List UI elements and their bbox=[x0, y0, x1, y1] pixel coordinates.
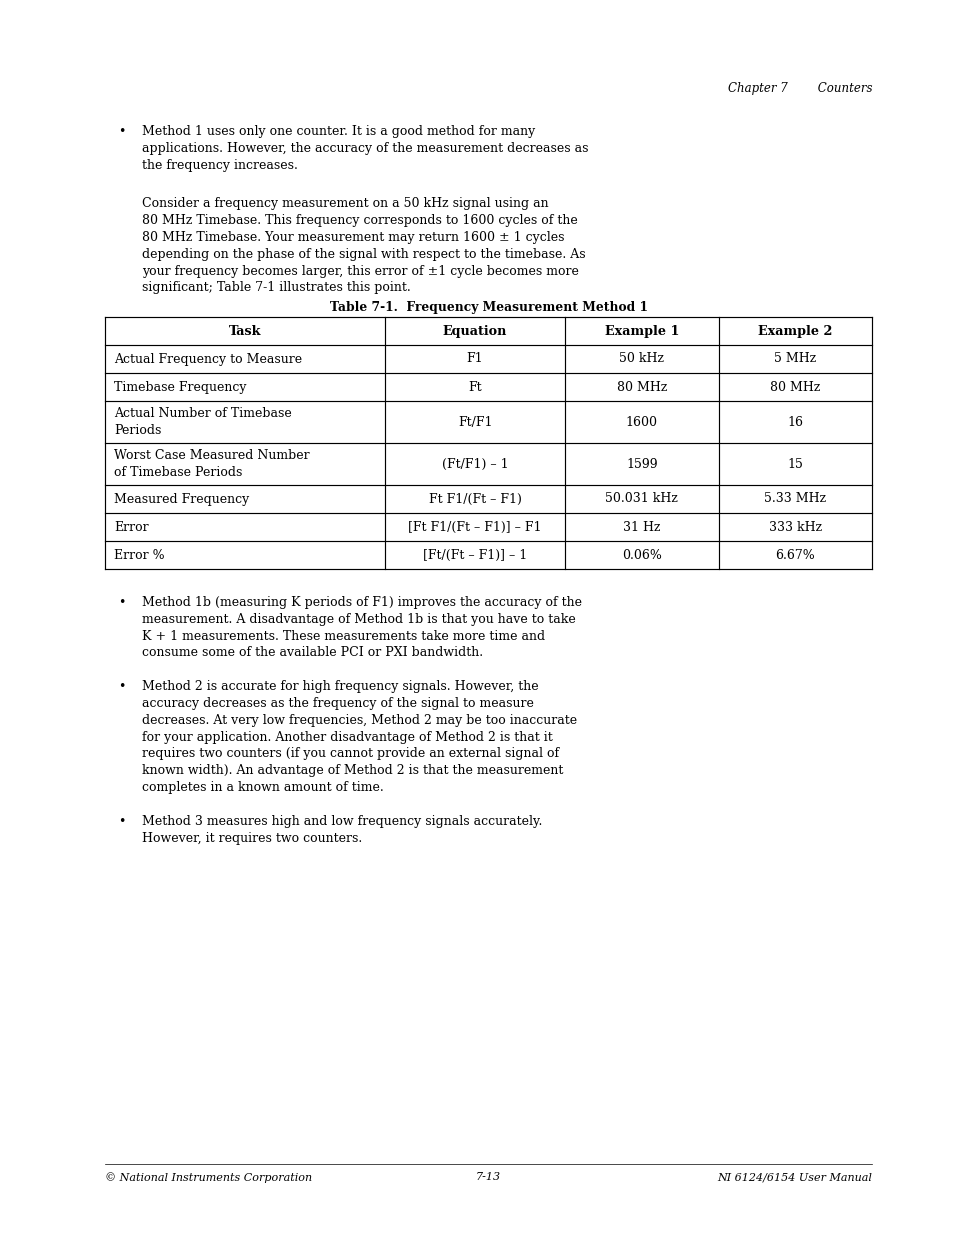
Text: Measured Frequency: Measured Frequency bbox=[113, 493, 249, 505]
Text: Method 2 is accurate for high frequency signals. However, the: Method 2 is accurate for high frequency … bbox=[142, 680, 538, 693]
Text: Example 2: Example 2 bbox=[758, 325, 832, 337]
Text: decreases. At very low frequencies, Method 2 may be too inaccurate: decreases. At very low frequencies, Meth… bbox=[142, 714, 577, 727]
Text: 31 Hz: 31 Hz bbox=[622, 520, 660, 534]
Text: 80 MHz: 80 MHz bbox=[769, 380, 820, 394]
Text: accuracy decreases as the frequency of the signal to measure: accuracy decreases as the frequency of t… bbox=[142, 697, 534, 710]
Text: Method 3 measures high and low frequency signals accurately.: Method 3 measures high and low frequency… bbox=[142, 815, 542, 827]
Text: depending on the phase of the signal with respect to the timebase. As: depending on the phase of the signal wit… bbox=[142, 248, 585, 261]
Text: 5.33 MHz: 5.33 MHz bbox=[763, 493, 825, 505]
Text: [Ft/(Ft – F1)] – 1: [Ft/(Ft – F1)] – 1 bbox=[422, 548, 527, 562]
Text: NI 6124/6154 User Manual: NI 6124/6154 User Manual bbox=[717, 1172, 871, 1182]
Text: Actual Number of Timebase: Actual Number of Timebase bbox=[113, 408, 292, 420]
Text: Error %: Error % bbox=[113, 548, 165, 562]
Text: for your application. Another disadvantage of Method 2 is that it: for your application. Another disadvanta… bbox=[142, 731, 552, 743]
Text: of Timebase Periods: of Timebase Periods bbox=[113, 466, 242, 479]
Text: Ft: Ft bbox=[468, 380, 481, 394]
Text: Equation: Equation bbox=[442, 325, 507, 337]
Text: •: • bbox=[118, 680, 126, 693]
Text: Ft/F1: Ft/F1 bbox=[457, 415, 492, 429]
Text: K + 1 measurements. These measurements take more time and: K + 1 measurements. These measurements t… bbox=[142, 630, 544, 642]
Text: Consider a frequency measurement on a 50 kHz signal using an: Consider a frequency measurement on a 50… bbox=[142, 198, 548, 210]
Text: your frequency becomes larger, this error of ±1 cycle becomes more: your frequency becomes larger, this erro… bbox=[142, 264, 578, 278]
Text: However, it requires two counters.: However, it requires two counters. bbox=[142, 831, 362, 845]
Text: 7-13: 7-13 bbox=[476, 1172, 500, 1182]
Text: 80 MHz: 80 MHz bbox=[616, 380, 666, 394]
Text: 1599: 1599 bbox=[625, 457, 657, 471]
Text: 16: 16 bbox=[786, 415, 802, 429]
Text: •: • bbox=[118, 597, 126, 609]
Text: Task: Task bbox=[229, 325, 261, 337]
Text: Timebase Frequency: Timebase Frequency bbox=[113, 380, 246, 394]
Text: •: • bbox=[118, 815, 126, 827]
Text: requires two counters (if you cannot provide an external signal of: requires two counters (if you cannot pro… bbox=[142, 747, 558, 761]
Text: consume some of the available PCI or PXI bandwidth.: consume some of the available PCI or PXI… bbox=[142, 646, 482, 659]
Text: 1600: 1600 bbox=[625, 415, 658, 429]
Text: 50 kHz: 50 kHz bbox=[618, 352, 663, 366]
Text: 6.67%: 6.67% bbox=[775, 548, 814, 562]
Text: known width). An advantage of Method 2 is that the measurement: known width). An advantage of Method 2 i… bbox=[142, 764, 563, 777]
Text: Actual Frequency to Measure: Actual Frequency to Measure bbox=[113, 352, 302, 366]
Text: F1: F1 bbox=[466, 352, 483, 366]
Text: Method 1 uses only one counter. It is a good method for many: Method 1 uses only one counter. It is a … bbox=[142, 125, 535, 138]
Text: Chapter 7        Counters: Chapter 7 Counters bbox=[727, 82, 871, 95]
Text: applications. However, the accuracy of the measurement decreases as: applications. However, the accuracy of t… bbox=[142, 142, 588, 154]
Text: 5 MHz: 5 MHz bbox=[774, 352, 816, 366]
Text: •: • bbox=[118, 125, 126, 138]
Text: Method 1b (measuring K periods of F1) improves the accuracy of the: Method 1b (measuring K periods of F1) im… bbox=[142, 597, 581, 609]
Text: 80 MHz Timebase. This frequency corresponds to 1600 cycles of the: 80 MHz Timebase. This frequency correspo… bbox=[142, 214, 578, 227]
Text: © National Instruments Corporation: © National Instruments Corporation bbox=[105, 1172, 312, 1183]
Text: completes in a known amount of time.: completes in a known amount of time. bbox=[142, 781, 383, 794]
Text: the frequency increases.: the frequency increases. bbox=[142, 158, 297, 172]
Text: Worst Case Measured Number: Worst Case Measured Number bbox=[113, 450, 310, 462]
Text: 50.031 kHz: 50.031 kHz bbox=[605, 493, 678, 505]
Text: Example 1: Example 1 bbox=[604, 325, 679, 337]
Text: (Ft/F1) – 1: (Ft/F1) – 1 bbox=[441, 457, 508, 471]
Text: Error: Error bbox=[113, 520, 149, 534]
Text: [Ft F1/(Ft – F1)] – F1: [Ft F1/(Ft – F1)] – F1 bbox=[408, 520, 541, 534]
Text: 15: 15 bbox=[786, 457, 802, 471]
Text: 80 MHz Timebase. Your measurement may return 1600 ± 1 cycles: 80 MHz Timebase. Your measurement may re… bbox=[142, 231, 564, 245]
Text: Table 7-1.  Frequency Measurement Method 1: Table 7-1. Frequency Measurement Method … bbox=[329, 301, 647, 314]
Text: 0.06%: 0.06% bbox=[621, 548, 661, 562]
Text: 333 kHz: 333 kHz bbox=[768, 520, 821, 534]
Text: Ft F1/(Ft – F1): Ft F1/(Ft – F1) bbox=[428, 493, 521, 505]
Text: significant; Table 7-1 illustrates this point.: significant; Table 7-1 illustrates this … bbox=[142, 282, 411, 294]
Text: measurement. A disadvantage of Method 1b is that you have to take: measurement. A disadvantage of Method 1b… bbox=[142, 613, 576, 626]
Text: Periods: Periods bbox=[113, 424, 161, 437]
